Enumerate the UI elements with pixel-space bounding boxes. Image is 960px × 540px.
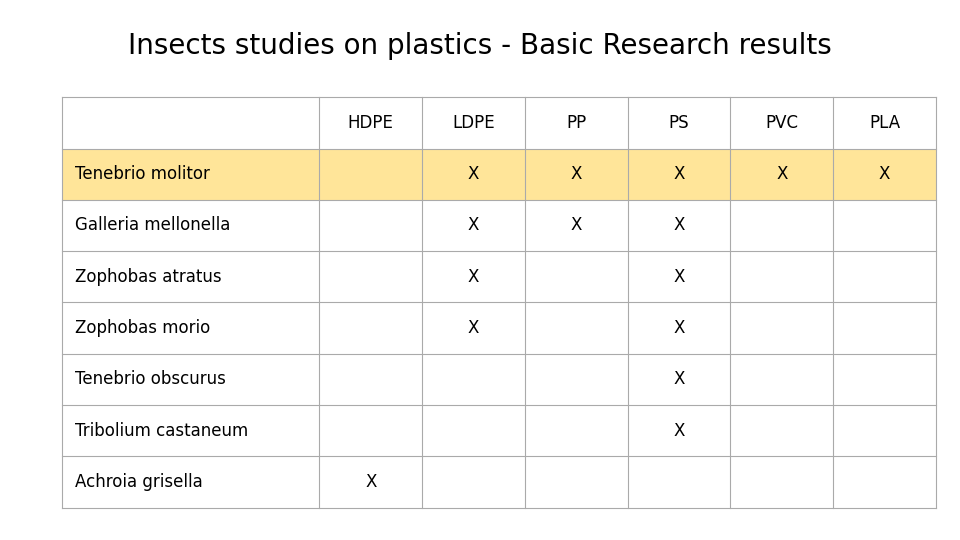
Bar — [62, 148, 936, 200]
Text: HDPE: HDPE — [348, 114, 394, 132]
Text: X: X — [879, 165, 890, 183]
Text: X: X — [468, 217, 479, 234]
Text: PVC: PVC — [765, 114, 799, 132]
Text: X: X — [673, 217, 684, 234]
Text: X: X — [776, 165, 787, 183]
Text: X: X — [673, 165, 684, 183]
Text: X: X — [468, 319, 479, 337]
Text: Tenebrio obscurus: Tenebrio obscurus — [75, 370, 226, 388]
Text: Galleria mellonella: Galleria mellonella — [75, 217, 230, 234]
Text: X: X — [673, 370, 684, 388]
Text: Tenebrio molitor: Tenebrio molitor — [75, 165, 209, 183]
Text: X: X — [468, 268, 479, 286]
Text: Achroia grisella: Achroia grisella — [75, 473, 203, 491]
Text: X: X — [365, 473, 376, 491]
Text: PS: PS — [669, 114, 689, 132]
Text: Zophobas atratus: Zophobas atratus — [75, 268, 222, 286]
Text: Zophobas morio: Zophobas morio — [75, 319, 210, 337]
Text: X: X — [570, 217, 582, 234]
Text: X: X — [468, 165, 479, 183]
Text: X: X — [673, 422, 684, 440]
Text: PP: PP — [566, 114, 587, 132]
Text: LDPE: LDPE — [452, 114, 494, 132]
Text: X: X — [673, 319, 684, 337]
Text: PLA: PLA — [869, 114, 900, 132]
Text: Insects studies on plastics - Basic Research results: Insects studies on plastics - Basic Rese… — [128, 32, 832, 60]
Text: X: X — [673, 268, 684, 286]
Text: X: X — [570, 165, 582, 183]
Text: Tribolium castaneum: Tribolium castaneum — [75, 422, 248, 440]
